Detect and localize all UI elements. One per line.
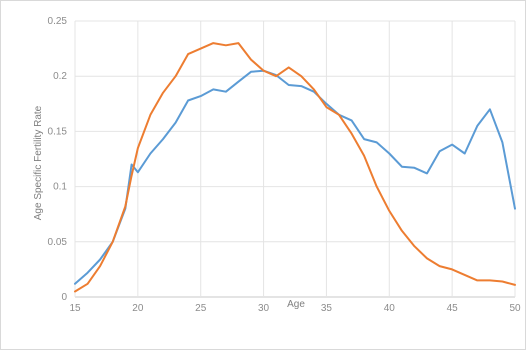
x-tick-label: 40 <box>384 303 396 314</box>
y-axis-title: Age Specific Fertility Rate <box>33 105 44 220</box>
series-line-2 <box>74 42 516 293</box>
y-tick-label: 0 <box>61 292 67 303</box>
tick-labels: 0 0.05 0.1 0.15 0.2 0.25 15 20 25 30 35 40 45 50 <box>48 16 521 314</box>
series-lines <box>74 42 516 293</box>
y-tick-label: 0.25 <box>48 16 68 27</box>
x-tick-label: 20 <box>132 303 144 314</box>
x-tick-label: 50 <box>509 303 521 314</box>
x-axis-title: Age <box>287 299 305 310</box>
y-tick-label: 0.1 <box>53 182 67 193</box>
series-line-1 <box>74 69 516 285</box>
y-tick-label: 0.15 <box>48 126 68 137</box>
gridlines <box>74 20 516 298</box>
y-tick-label: 0.2 <box>53 71 67 82</box>
x-tick-label: 15 <box>69 303 81 314</box>
x-tick-label: 35 <box>321 303 333 314</box>
x-tick-label: 25 <box>195 303 207 314</box>
x-tick-label: 30 <box>258 303 270 314</box>
y-tick-label: 0.05 <box>48 237 68 248</box>
x-tick-label: 45 <box>447 303 459 314</box>
